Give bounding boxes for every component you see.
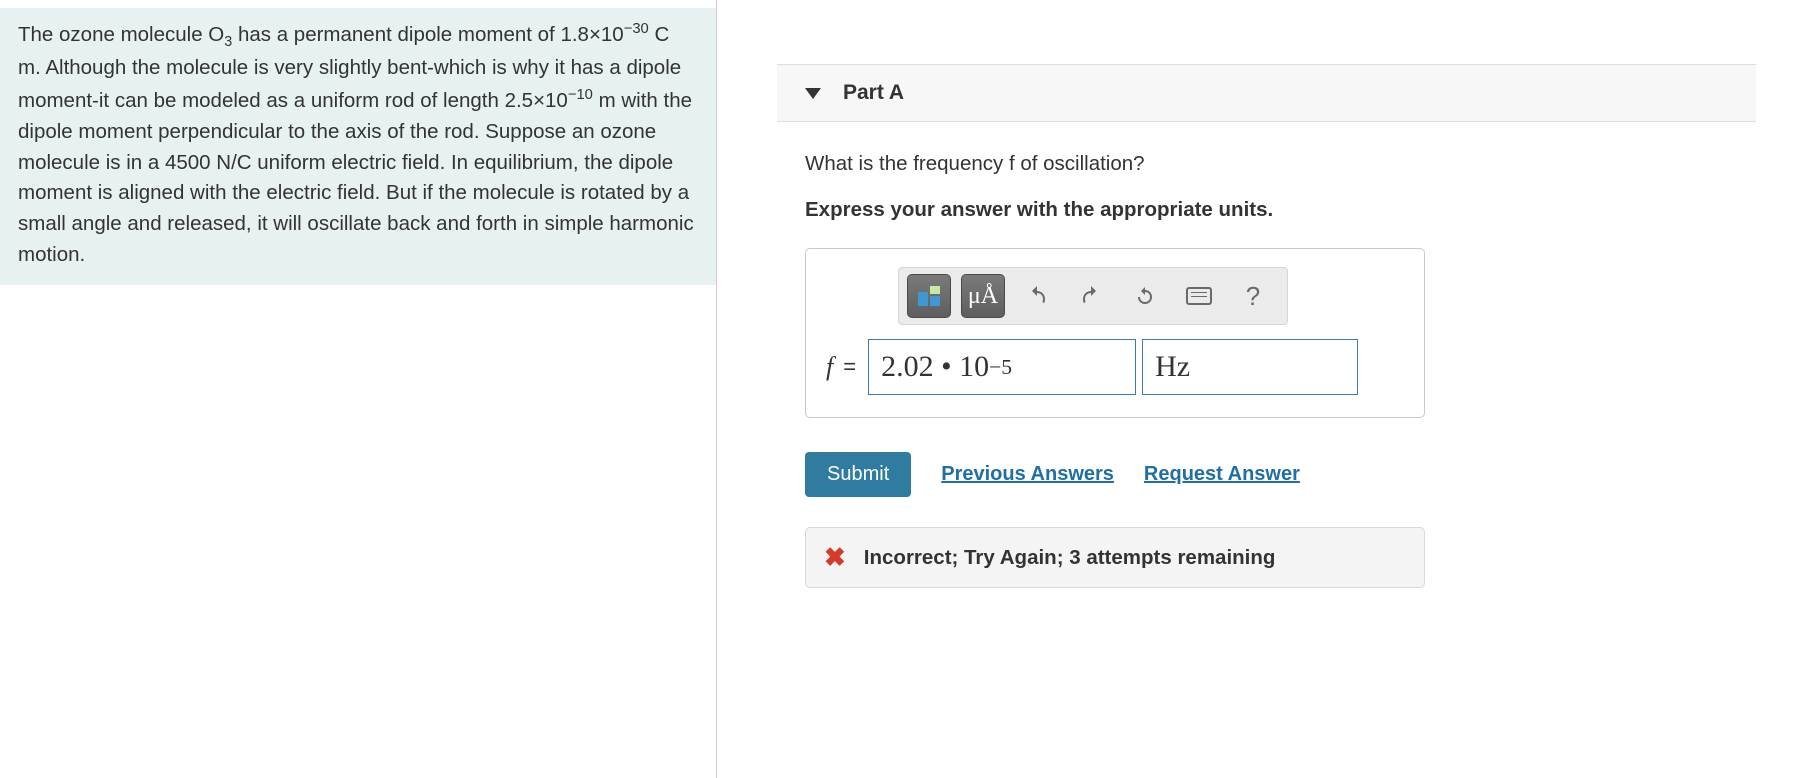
templates-icon	[918, 286, 940, 306]
symbols-button[interactable]: μÅ	[961, 274, 1005, 318]
redo-button[interactable]	[1069, 274, 1113, 318]
left-panel: The ozone molecule O3 has a permanent di…	[0, 0, 716, 778]
equation-row: f = 2.02 • 10−5 Hz	[826, 339, 1404, 395]
question-area: What is the frequency f of oscillation? …	[777, 122, 1756, 588]
part-header[interactable]: Part A	[777, 64, 1756, 122]
undo-icon	[1025, 284, 1049, 308]
help-button[interactable]: ?	[1231, 274, 1275, 318]
reset-button[interactable]	[1123, 274, 1167, 318]
equation-toolbar: μÅ ?	[898, 267, 1288, 325]
request-answer-link[interactable]: Request Answer	[1144, 463, 1300, 486]
keyboard-button[interactable]	[1177, 274, 1221, 318]
answer-box: μÅ ? f	[805, 248, 1425, 418]
redo-icon	[1079, 284, 1103, 308]
templates-button[interactable]	[907, 274, 951, 318]
main-container: The ozone molecule O3 has a permanent di…	[0, 0, 1796, 778]
reset-icon	[1133, 284, 1157, 308]
equals-sign: =	[843, 354, 856, 380]
answer-instruction: Express your answer with the appropriate…	[805, 198, 1756, 222]
feedback-box: ✖ Incorrect; Try Again; 3 attempts remai…	[805, 527, 1425, 588]
keyboard-icon	[1186, 287, 1212, 305]
unit-input[interactable]: Hz	[1142, 339, 1358, 395]
question-text: What is the frequency f of oscillation?	[805, 152, 1756, 176]
part-title: Part A	[843, 81, 904, 105]
incorrect-icon: ✖	[824, 542, 846, 573]
undo-button[interactable]	[1015, 274, 1059, 318]
variable-label: f	[826, 352, 833, 382]
right-panel: Part A What is the frequency f of oscill…	[717, 0, 1796, 778]
feedback-text: Incorrect; Try Again; 3 attempts remaini…	[864, 546, 1276, 570]
problem-statement: The ozone molecule O3 has a permanent di…	[0, 8, 716, 285]
previous-answers-link[interactable]: Previous Answers	[941, 463, 1114, 486]
action-row: Submit Previous Answers Request Answer	[805, 452, 1756, 497]
value-input[interactable]: 2.02 • 10−5	[868, 339, 1136, 395]
symbols-label: μÅ	[968, 283, 998, 310]
submit-button[interactable]: Submit	[805, 452, 911, 497]
chevron-down-icon	[805, 88, 821, 99]
